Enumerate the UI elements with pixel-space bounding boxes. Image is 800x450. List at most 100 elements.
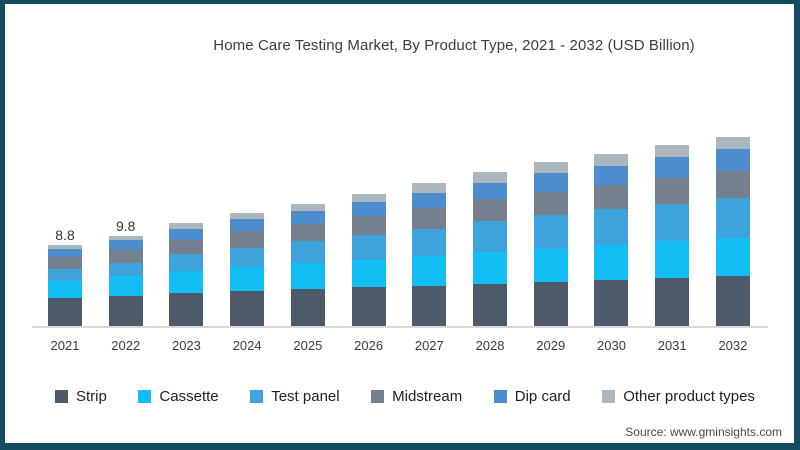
bar-segment-dip-card <box>48 248 82 258</box>
bar-segment-test-panel <box>715 198 750 238</box>
bar-2026 <box>351 193 386 326</box>
legend-item-test-panel: Test panel <box>250 388 340 405</box>
bar-segment-strip <box>715 276 750 326</box>
bar-segment-other-product-types <box>169 223 204 229</box>
legend-swatch-icon <box>138 390 152 403</box>
bar-segment-cassette <box>655 241 690 279</box>
bar-segment-cassette <box>230 267 265 292</box>
bar-segment-other-product-types <box>230 212 265 220</box>
bar-2024 <box>230 212 265 326</box>
bar-segment-cassette <box>412 256 447 286</box>
bar-segment-midstream <box>290 223 325 242</box>
plot-area: 8.8 9.8 <box>48 114 750 326</box>
bar-segment-midstream <box>655 177 690 204</box>
legend-item-midstream: Midstream <box>371 388 462 405</box>
bar-2027 <box>412 183 447 326</box>
bar-segment-midstream <box>473 199 508 222</box>
bar-segment-other-product-types <box>412 183 447 193</box>
bar-segment-dip-card <box>715 149 750 172</box>
bar-segment-test-panel <box>412 228 447 257</box>
x-axis-label-2031: 2031 <box>657 338 687 353</box>
legend-swatch-icon <box>250 390 264 403</box>
bar-segment-test-panel <box>473 221 508 253</box>
bar-segment-test-panel <box>533 214 568 249</box>
legend-swatch-icon <box>493 390 507 403</box>
bar-segment-test-panel <box>169 254 204 271</box>
bar-segment-other-product-types <box>715 137 750 150</box>
bar-segment-strip <box>533 281 568 326</box>
bar-segment-cassette <box>351 259 386 288</box>
bar-segment-other-product-types <box>594 154 629 166</box>
bar-segment-other-product-types <box>473 172 508 183</box>
bar-segment-midstream <box>533 191 568 215</box>
bar-segment-strip <box>290 289 325 326</box>
bar-segment-strip <box>594 280 629 326</box>
bar-segment-midstream <box>48 257 82 269</box>
bar-segment-dip-card <box>169 228 204 240</box>
bar-segment-midstream <box>230 231 265 248</box>
bar-segment-midstream <box>108 249 143 263</box>
bar-segment-test-panel <box>230 247 265 268</box>
x-axis-line <box>32 326 768 328</box>
bar-segment-test-panel <box>351 234 386 260</box>
bar-2023 <box>169 223 204 326</box>
bar-segment-cassette <box>48 280 82 299</box>
bar-segment-dip-card <box>594 165 629 186</box>
bar-segment-other-product-types <box>655 144 690 157</box>
bar-segment-test-panel <box>48 268 82 281</box>
legend-label: Dip card <box>514 388 571 405</box>
bar-2032 <box>715 137 750 326</box>
bar-segment-dip-card <box>290 211 325 224</box>
bar-segment-dip-card <box>533 173 568 192</box>
bar-segment-other-product-types <box>351 193 386 202</box>
bar-segment-other-product-types <box>290 203 325 212</box>
legend-item-dip-card: Dip card <box>493 388 571 405</box>
bar-2021: 8.8 <box>48 227 82 326</box>
legend-label: Midstream <box>392 388 463 405</box>
x-axis-label-2023: 2023 <box>171 338 201 353</box>
bar-segment-dip-card <box>412 192 447 209</box>
bar-segment-cassette <box>290 263 325 290</box>
legend-label: Strip <box>76 388 107 405</box>
bar-segment-cassette <box>715 237 750 277</box>
bar-2025 <box>290 203 325 326</box>
bar-segment-dip-card <box>473 182 508 200</box>
bar-segment-midstream <box>351 215 386 235</box>
bar-segment-strip <box>48 298 82 326</box>
bar-segment-strip <box>351 287 386 326</box>
legend-item-other-product-types: Other product types <box>602 388 755 405</box>
x-axis-label-2021: 2021 <box>50 338 80 353</box>
bar-segment-other-product-types <box>533 162 568 174</box>
bar-2030 <box>594 154 629 326</box>
legend: Strip Cassette Test panel Midstream Dip card… <box>55 388 755 405</box>
bar-segment-test-panel <box>594 209 629 246</box>
bar-segment-cassette <box>533 248 568 282</box>
bar-segment-strip <box>169 292 204 326</box>
bar-segment-dip-card <box>108 240 143 250</box>
bar-segment-cassette <box>594 245 629 280</box>
bar-2031 <box>655 144 690 326</box>
bar-total-label: 9.8 <box>115 217 136 234</box>
bar-segment-strip <box>230 291 265 326</box>
bar-segment-test-panel <box>108 262 143 277</box>
bar-2028 <box>473 172 508 326</box>
bar-segment-midstream <box>594 185 629 210</box>
bar-segment-strip <box>108 295 143 326</box>
x-axis-label-2028: 2028 <box>475 338 505 353</box>
legend-item-cassette: Cassette <box>138 388 219 405</box>
x-axis-label-2030: 2030 <box>597 338 626 353</box>
bar-segment-test-panel <box>290 241 325 264</box>
legend-label: Other product types <box>623 388 755 405</box>
legend-label: Cassette <box>159 388 219 405</box>
bar-segment-dip-card <box>230 219 265 232</box>
bar-segment-cassette <box>108 276 143 296</box>
bar-segment-midstream <box>715 171 750 199</box>
bar-segment-strip <box>412 285 447 326</box>
bar-2029 <box>533 162 568 326</box>
bar-segment-strip <box>655 278 690 326</box>
x-axis-label-2032: 2032 <box>718 338 748 353</box>
bar-segment-test-panel <box>655 203 690 242</box>
x-axis-labels: 2021 2022 2023 2024 2025 2026 2027 2028 2029 2030… <box>48 338 750 353</box>
bar-total-label: 8.8 <box>55 227 75 244</box>
bar-segment-dip-card <box>351 201 386 216</box>
